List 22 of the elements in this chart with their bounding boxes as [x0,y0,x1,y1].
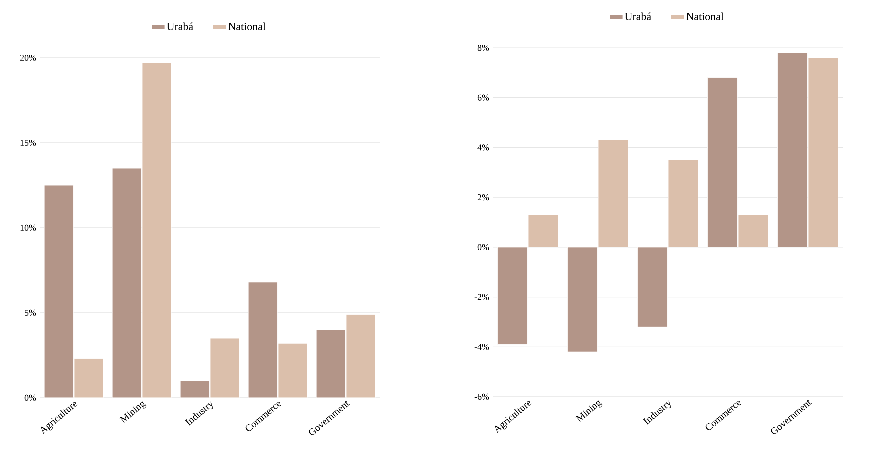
y-tick-label: 20% [20,54,36,62]
y-tick-label: 0% [24,394,36,402]
y-tick-label: 15% [20,140,36,146]
bar [74,358,104,398]
bar [210,338,240,398]
bar [346,314,376,398]
y-tick-label: 4% [478,144,490,151]
y-tick-label: 8% [478,44,490,52]
y-tick-label: 0% [478,244,490,250]
bar [142,62,172,398]
legend-label: National [228,22,266,30]
y-tick-label: -2% [474,294,490,300]
y-tick-label: 10% [20,224,36,232]
y-tick-label: 5% [25,310,36,316]
legend-label: Urabá [167,22,194,30]
y-tick-label: -6% [474,394,490,400]
y-tick-label: 6% [478,94,490,101]
y-tick-label: -4% [474,344,490,350]
legend-label: Urabá [625,12,652,20]
y-tick-label: 2% [478,194,490,201]
bar [278,343,308,398]
legend-label: National [686,12,724,20]
